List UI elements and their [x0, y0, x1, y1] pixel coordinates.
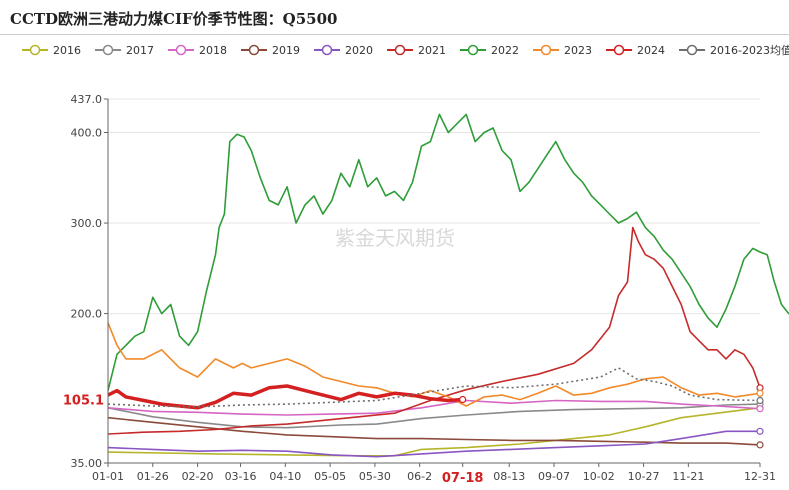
watermark: 紫金天风期货: [335, 226, 455, 250]
y-tick-label: 300.0: [71, 217, 103, 230]
legend-label: 2016-2023均值: [710, 44, 789, 57]
highlight-x-bg: [438, 467, 487, 487]
legend-item-2017[interactable]: 2017: [95, 44, 154, 57]
x-tick-label: 01-26: [137, 470, 169, 483]
legend-marker: [394, 44, 406, 56]
series-end-marker: [756, 405, 764, 413]
series-group: [107, 113, 789, 458]
legend-item-2021[interactable]: 2021: [387, 44, 446, 57]
legend-label: 2016: [53, 44, 81, 57]
legend-item-2016[interactable]: 2016: [22, 44, 81, 57]
legend-item-2018[interactable]: 2018: [168, 44, 227, 57]
chart-title: CCTD欧洲三港动力煤CIF价季节性图：Q5500: [10, 10, 338, 28]
axes: 35.00 200.0 300.0 400.0 437.0 01-01 01-26 02-20…: [71, 93, 776, 483]
legend-marker: [467, 44, 479, 56]
legend-item-2016-2023均值[interactable]: 2016-2023均值: [679, 44, 789, 57]
legend-label: 2023: [564, 44, 592, 57]
x-tick-label: 05-05: [314, 470, 346, 483]
legend-label: 2024: [637, 44, 665, 57]
x-tick-label: 03-16: [225, 470, 257, 483]
series-end-marker: [756, 389, 764, 397]
series-end-marker: [756, 396, 764, 405]
legend-marker: [321, 44, 333, 56]
legend-label: 2018: [199, 44, 227, 57]
x-tick-label: 10-02: [583, 470, 615, 483]
x-tick-label: 10-27: [628, 470, 660, 483]
series-line-2016-2023均值: [107, 367, 761, 408]
series-line-2021: [107, 226, 761, 435]
legend-label: 2020: [345, 44, 373, 57]
legend-marker: [540, 44, 552, 56]
series-line-2017: [107, 403, 761, 429]
title-divider: [0, 34, 789, 35]
series-end-marker: [756, 427, 764, 435]
series-line-2022: [107, 113, 789, 391]
x-tick-label: 02-20: [182, 470, 214, 483]
series-line-2024: [107, 384, 463, 410]
legend-marker: [175, 44, 187, 56]
y-tick-label: 437.0: [71, 93, 103, 106]
x-tick-label: 01-01: [92, 470, 124, 483]
legend-marker: [248, 44, 260, 56]
legend-item-2022[interactable]: 2022: [460, 44, 519, 57]
x-tick-label: 11-21: [672, 470, 704, 483]
legend-label: 2021: [418, 44, 446, 57]
y-tick-label: 200.0: [71, 308, 103, 321]
legend: 2016 2017 2018 2019 2020 2021 2022 2023 2024 2016…: [22, 44, 789, 57]
highlights: 105.1 07-18: [62, 390, 487, 487]
legend-marker: [29, 44, 41, 56]
series-line-2020: [107, 430, 760, 458]
series-end-marker: [459, 395, 467, 404]
series-line-2018: [107, 399, 761, 416]
x-tick-label: 12-31: [744, 470, 776, 483]
legend-marker: [686, 44, 698, 56]
y-tick-label: 400.0: [71, 127, 103, 140]
series-line-2016: [107, 407, 761, 457]
highlight-x-label: 07-18: [442, 471, 484, 486]
x-tick-label: 04-10: [269, 470, 301, 483]
x-tick-label: 06-2: [407, 470, 432, 483]
legend-item-2024[interactable]: 2024: [606, 44, 665, 57]
x-tick-label: 09-07: [538, 470, 570, 483]
legend-label: 2017: [126, 44, 154, 57]
legend-marker: [102, 44, 114, 56]
y-tick-label: 35.00: [71, 457, 103, 470]
legend-item-2019[interactable]: 2019: [241, 44, 300, 57]
highlight-y-bg: [62, 390, 106, 409]
legend-label: 2022: [491, 44, 519, 57]
legend-item-2023[interactable]: 2023: [533, 44, 592, 57]
legend-marker: [613, 44, 625, 56]
highlight-y-label: 105.1: [63, 394, 104, 409]
legend-item-2020[interactable]: 2020: [314, 44, 373, 57]
x-tick-label: 05-30: [359, 470, 391, 483]
legend-label: 2019: [272, 44, 300, 57]
x-tick-label: 08-13: [493, 470, 525, 483]
series-end-marker: [756, 441, 764, 449]
series-line-2023: [107, 322, 761, 407]
